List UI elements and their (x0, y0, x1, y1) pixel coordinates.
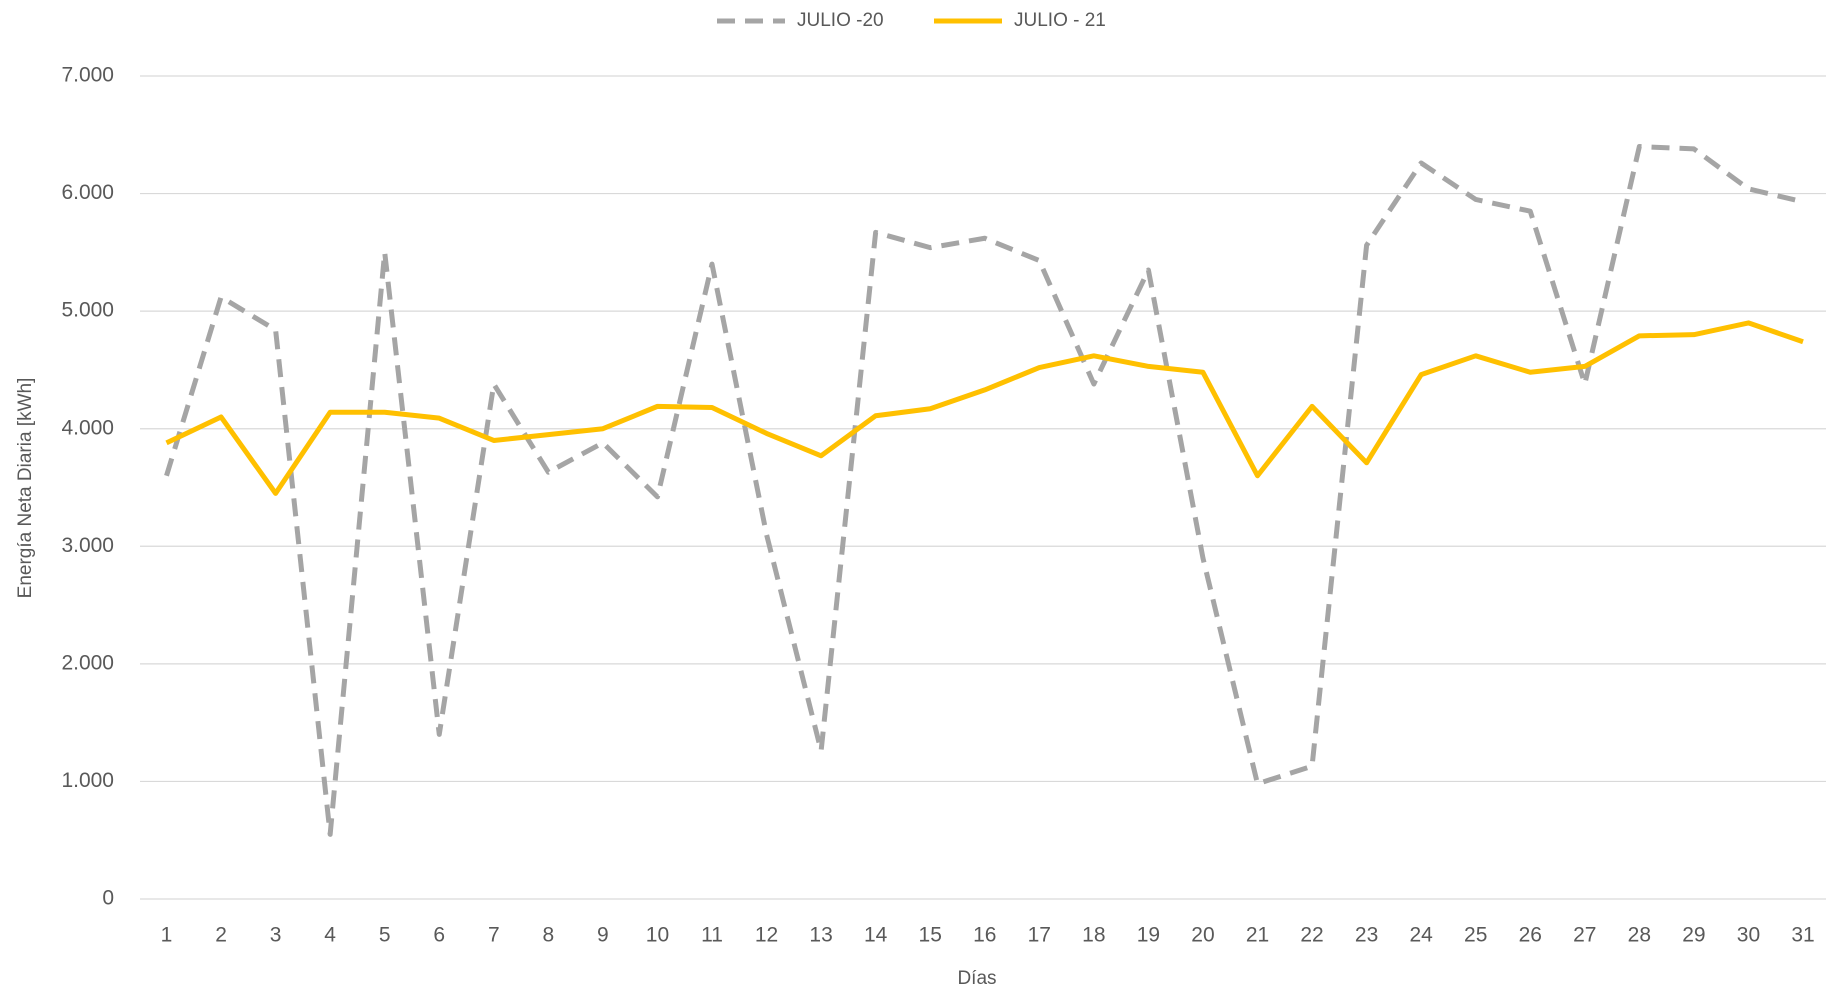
x-tick-label: 17 (1028, 924, 1051, 947)
x-tick-label: 15 (919, 924, 942, 947)
x-tick-label: 10 (646, 924, 669, 947)
y-tick-label: 2.000 (61, 651, 114, 674)
y-tick-label: 4.000 (61, 416, 114, 439)
x-tick-label: 26 (1519, 924, 1542, 947)
x-tick-label: 11 (701, 924, 723, 947)
x-tick-label: 6 (433, 924, 445, 947)
x-tick-label: 13 (809, 924, 832, 947)
x-tick-label: 1 (161, 924, 173, 947)
x-axis-label: Días (957, 968, 996, 989)
y-tick-label: 3.000 (61, 534, 114, 557)
x-tick-label: 27 (1573, 924, 1596, 947)
line-series (165, 320, 1804, 496)
y-tick-label: 5.000 (61, 299, 114, 322)
x-tick-label: 12 (755, 924, 778, 947)
x-tick-label: 31 (1791, 924, 1814, 947)
x-tick-label: 7 (488, 924, 500, 947)
x-tick-label: 21 (1246, 924, 1269, 947)
x-tick-label: 23 (1355, 924, 1378, 947)
x-tick-label: 2 (215, 924, 227, 947)
x-tick-label: 22 (1300, 924, 1323, 947)
y-tick-label: 1.000 (61, 769, 114, 792)
legend-label: JULIO -20 (797, 10, 884, 31)
x-tick-label: 5 (379, 924, 391, 947)
y-tick-label: 0 (102, 887, 114, 910)
x-tick-label: 30 (1737, 924, 1760, 947)
x-tick-label: 4 (324, 924, 336, 947)
x-tick-label: 14 (864, 924, 888, 947)
x-tick-label: 19 (1137, 924, 1160, 947)
x-tick-label: 24 (1409, 924, 1433, 947)
line-series (164, 144, 1804, 837)
x-tick-label: 16 (973, 924, 996, 947)
x-tick-label: 29 (1682, 924, 1705, 947)
y-axis-label: Energía Neta Diaria [kWh] (15, 378, 36, 599)
legend-label: JULIO - 21 (1014, 10, 1106, 31)
x-tick-label: 20 (1191, 924, 1214, 947)
y-tick-label: 6.000 (61, 181, 114, 204)
x-tick-label: 25 (1464, 924, 1487, 947)
x-tick-label: 3 (270, 924, 282, 947)
x-tick-label: 18 (1082, 924, 1105, 947)
y-tick-label: 7.000 (61, 64, 114, 87)
x-tick-label: 8 (543, 924, 555, 947)
x-tick-label: 9 (597, 924, 609, 947)
x-tick-label: 28 (1628, 924, 1651, 947)
